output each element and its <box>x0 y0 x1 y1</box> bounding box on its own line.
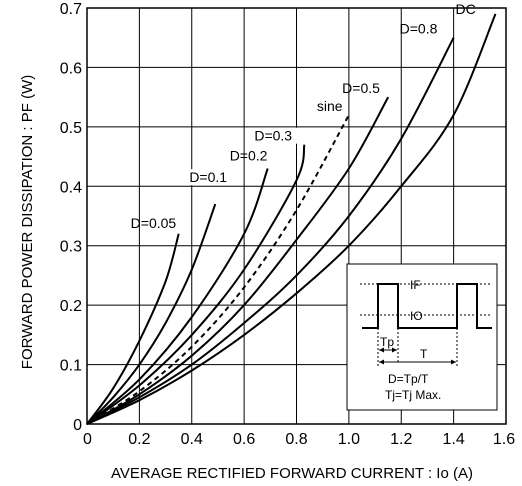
pulse-waveform <box>362 283 492 329</box>
x-tick-label: 1.6 <box>493 431 515 448</box>
x-tick-label: 0.4 <box>181 431 203 448</box>
x-tick-label: 1.0 <box>338 431 360 448</box>
curve-label-d-0-5: D=0.5 <box>342 80 380 96</box>
curves <box>86 13 497 425</box>
y-tick-labels: 0 0.1 0.2 0.3 0.4 0.5 0.6 0.7 <box>60 1 82 434</box>
tp-arrowhead-right <box>392 347 397 353</box>
t-label: T <box>420 347 428 361</box>
curve-labels: D=0.05 D=0.1D=0.2 D=0.3 sine D=0.5 D=0.8 DC <box>131 1 476 231</box>
series-line-sine <box>86 114 350 425</box>
series-line-d-0-05 <box>86 233 180 425</box>
x-tick-label: 0 <box>83 431 92 448</box>
t-arrowhead-right <box>451 359 456 365</box>
t-arrowhead-left <box>379 359 384 365</box>
io-label: IO <box>410 309 423 323</box>
duty-cycle-inset: IF IO Tp T D=Tp/T Tj=Tj Max. <box>346 263 498 411</box>
y-tick-label: 0.4 <box>60 179 82 196</box>
series-line-d-0-5 <box>86 96 390 425</box>
duty-formula: D=Tp/T <box>388 372 429 386</box>
x-axis-title: AVERAGE RECTIFIED FORWARD CURRENT : Io (… <box>111 465 473 482</box>
curve-label-background <box>252 127 298 144</box>
curve-label-background <box>187 169 233 186</box>
plot-frame <box>86 7 507 425</box>
series-line-d-0-3 <box>86 144 306 425</box>
y-tick-label: 0 <box>73 417 82 434</box>
inset-box <box>346 263 498 411</box>
curve-label-d-0-8: D=0.8 <box>400 21 438 37</box>
y-tick-label: 0.3 <box>60 239 82 256</box>
curve-label-sine: sine <box>317 98 343 114</box>
if-label: IF <box>410 278 421 292</box>
x-tick-label: 1.4 <box>443 431 465 448</box>
tp-arrowhead-left <box>379 347 384 353</box>
x-tick-label: 1.2 <box>390 431 412 448</box>
y-tick-label: 0.2 <box>60 298 82 315</box>
curve-label-d-0-3: D=0.3 <box>254 128 292 144</box>
y-tick-label: 0.7 <box>60 1 82 18</box>
curve-label-d-0-05: D=0.05 <box>131 215 177 231</box>
tp-label: Tp <box>380 335 394 349</box>
x-tick-label: 0.2 <box>128 431 150 448</box>
series-line-d-0-8 <box>86 37 455 425</box>
x-tick-labels: 0 0.2 0.4 0.6 0.8 1.0 1.2 1.4 1.6 <box>83 431 515 448</box>
curve-label-d-0-1: D=0.1 <box>189 169 227 185</box>
y-tick-label: 0.5 <box>60 120 82 137</box>
series-line-d-0-1 <box>86 203 217 425</box>
y-tick-label: 0.6 <box>60 60 82 77</box>
y-axis-title: FORWARD POWER DISSIPATION : PF (W) <box>19 75 36 369</box>
x-tick-label: 0.8 <box>285 431 307 448</box>
curve-label-d-0-2: D=0.2 <box>230 147 268 163</box>
x-tick-label: 0.6 <box>233 431 255 448</box>
curve-label-dc: DC <box>456 1 476 17</box>
series-line-d-0-2 <box>86 168 269 425</box>
y-tick-label: 0.1 <box>60 358 82 375</box>
junction-condition: Tj=Tj Max. <box>385 388 441 402</box>
series-line-dc <box>86 13 497 425</box>
